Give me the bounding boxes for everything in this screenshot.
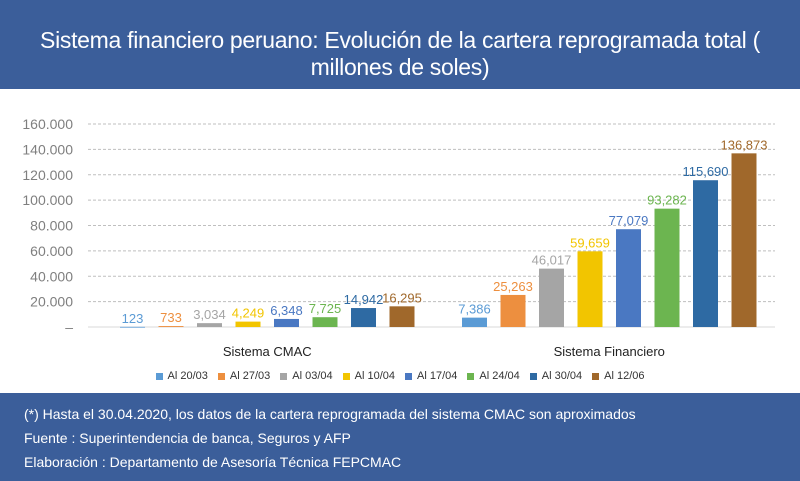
data-label: 14,942	[344, 292, 384, 307]
data-label: 77,079	[609, 213, 649, 228]
footer-source: Fuente : Superintendencia de banca, Segu…	[24, 430, 351, 446]
chart-header: Sistema financiero peruano: Evolución de…	[0, 0, 800, 89]
legend-label: Al 03/04	[292, 370, 333, 382]
bar	[312, 317, 338, 327]
bar	[500, 294, 526, 327]
legend-item: Al 20/03	[155, 370, 208, 382]
bar	[731, 153, 757, 327]
bar	[539, 268, 564, 327]
data-label: 6,348	[270, 303, 303, 318]
y-tick-label: 20.000	[30, 294, 73, 310]
legend-item: Al 17/04	[405, 370, 457, 382]
legend-label: Al 30/04	[541, 370, 583, 382]
data-label: 136,873	[721, 137, 768, 152]
y-tick-label: 100.000	[22, 192, 73, 208]
legend-swatch	[342, 372, 350, 380]
data-label: 3,034	[193, 307, 226, 322]
bar	[158, 326, 184, 327]
bar	[693, 180, 718, 327]
legend-item: Al 24/04	[467, 370, 520, 382]
y-tick-label: 60.000	[30, 243, 73, 259]
legend-label: Al 12/06	[604, 370, 645, 382]
y-tick-label: 40.000	[30, 268, 73, 284]
bar-chart: – 20.000 40.000 60.000 80.000 100.000 120.000 1…	[22, 116, 775, 359]
bar	[389, 306, 415, 327]
x-category-label: Sistema CMAC	[223, 344, 312, 359]
data-label: 46,017	[532, 253, 572, 268]
bar	[616, 229, 641, 327]
bar	[351, 308, 376, 327]
bar	[197, 323, 222, 327]
data-label: 59,659	[570, 235, 610, 250]
legend-swatch	[217, 372, 225, 380]
legend-item: Al 30/04	[529, 370, 583, 382]
legend-item: Al 12/06	[592, 370, 645, 382]
legend-swatch	[405, 372, 412, 380]
bar	[462, 317, 487, 327]
chart-title: Sistema financiero peruano: Evolución de…	[40, 27, 760, 80]
legend-item: Al 03/04	[280, 370, 333, 382]
y-tick-label: 120.000	[22, 167, 73, 183]
data-label: 7,386	[458, 302, 491, 317]
y-tick-label: 140.000	[22, 141, 73, 157]
chart-footer: (*) Hasta el 30.04.2020, los datos de la…	[0, 393, 800, 481]
legend-swatch	[467, 372, 475, 380]
x-category-label: Sistema Financiero	[554, 344, 665, 359]
legend-swatch	[280, 372, 288, 380]
data-label: 115,690	[682, 164, 728, 179]
legend-swatch	[529, 372, 537, 380]
data-label: 93,282	[647, 193, 687, 208]
legend-item: Al 27/03	[217, 370, 271, 382]
legend-label: Al 20/03	[167, 370, 208, 382]
footer-note: (*) Hasta el 30.04.2020, los datos de la…	[24, 406, 636, 422]
legend-label: Al 24/04	[479, 370, 520, 382]
data-label: 7,725	[309, 301, 342, 316]
bar	[235, 321, 261, 327]
legend-swatch	[592, 372, 600, 380]
legend-label: Al 17/04	[417, 370, 458, 382]
chart-area: – 20.000 40.000 60.000 80.000 100.000 120.000 1…	[0, 89, 800, 393]
bar	[274, 318, 299, 327]
footer-credit: Elaboración : Departamento de Asesoría T…	[24, 454, 402, 470]
data-label: 16,295	[382, 290, 422, 305]
legend-label: Al 10/04	[354, 370, 395, 382]
legend-item: Al 10/04	[342, 370, 395, 382]
data-label: 25,263	[493, 279, 533, 294]
bar	[577, 251, 603, 327]
legend-swatch	[155, 372, 163, 380]
legend-label: Al 27/03	[229, 370, 271, 382]
bar	[654, 208, 680, 327]
y-tick-label: 80.000	[30, 218, 73, 234]
bar	[120, 326, 145, 328]
data-label: 123	[122, 311, 144, 326]
chart-legend: Al 20/03 Al 27/03 Al 03/04 Al 10/04 Al 17/04…	[0, 368, 800, 384]
y-tick-label: 160.000	[22, 116, 73, 132]
data-label: 4,249	[232, 306, 265, 321]
data-label: 733	[160, 310, 182, 325]
y-tick-label: –	[65, 319, 73, 335]
